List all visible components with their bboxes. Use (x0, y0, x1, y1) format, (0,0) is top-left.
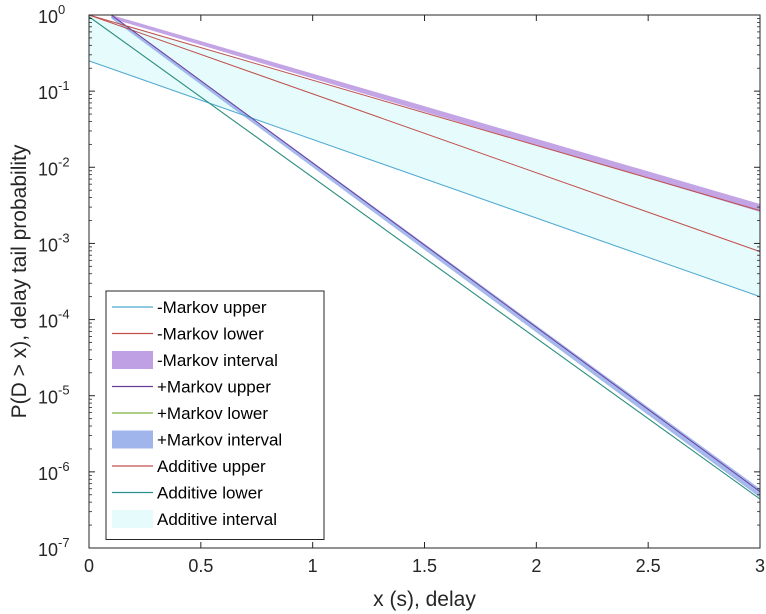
band-layer (89, 15, 760, 498)
x-tick-label: 1 (308, 556, 318, 576)
y-tick-exponent: -7 (58, 535, 70, 550)
y-tick-label: 10-7 (38, 535, 70, 560)
y-tick-base: 10 (38, 7, 58, 27)
legend-swatch-additive-interval (112, 510, 153, 528)
y-tick-label: 10-1 (38, 78, 70, 103)
y-tick-base: 10 (38, 464, 58, 484)
legend-swatch-minus-markov-interval (112, 351, 153, 369)
x-tick-label: 0 (84, 556, 94, 576)
y-tick-base: 10 (38, 312, 58, 332)
y-tick-base: 10 (38, 540, 58, 560)
y-tick-base: 10 (38, 159, 58, 179)
x-tick-labels: 0 0.5 1 1.5 2 2.5 3 (84, 556, 765, 576)
x-axis-label: x (s), delay (373, 588, 476, 611)
x-tick-label: 2.5 (636, 556, 661, 576)
y-tick-exponent: -6 (58, 459, 70, 474)
y-tick-base: 10 (38, 388, 58, 408)
y-tick-exponent: -3 (58, 230, 70, 245)
line-layer (88, 14, 761, 500)
y-tick-label: 10-4 (38, 307, 70, 332)
y-tick-exponent: -2 (58, 154, 70, 169)
legend-label-plus-markov-lower: +Markov lower (157, 404, 268, 423)
y-tick-exponent: 0 (58, 2, 65, 17)
legend-label-minus-markov-lower: -Markov lower (157, 325, 264, 344)
legend: -Markov upper -Markov lower -Markov interv… (105, 290, 325, 540)
legend-swatch-plus-markov-interval (112, 430, 153, 449)
legend-label-additive-lower: Additive lower (157, 484, 263, 503)
legend-label-minus-markov-upper: -Markov upper (157, 298, 267, 317)
legend-box (105, 290, 325, 540)
additive-upper-line (88, 14, 761, 212)
legend-label-plus-markov-upper: +Markov upper (157, 378, 271, 397)
y-tick-exponent: -4 (58, 307, 70, 322)
y-tick-label: 10-2 (38, 154, 70, 179)
legend-label-minus-markov-interval: -Markov interval (157, 351, 278, 370)
x-tick-label: 0.5 (188, 556, 213, 576)
x-tick-label: 1.5 (412, 556, 437, 576)
y-axis-label: P(D > x), delay tail probability (8, 144, 31, 418)
y-tick-exponent: -5 (58, 383, 70, 398)
minus-markov-interval-band (111, 15, 760, 212)
minus-markov-lower-line (88, 14, 761, 253)
y-tick-base: 10 (38, 83, 58, 103)
y-tick-label: 100 (38, 2, 65, 27)
y-tick-base: 10 (38, 235, 58, 255)
additive-interval-band (89, 15, 760, 297)
legend-label-additive-upper: Additive upper (157, 457, 266, 476)
additive-lower-line (88, 16, 761, 500)
y-tick-label: 10-6 (38, 459, 70, 484)
minus-markov-upper-line (88, 60, 761, 298)
x-tick-label: 2 (531, 556, 541, 576)
tick-layer (88, 14, 761, 549)
y-tick-label: 10-3 (38, 230, 70, 255)
y-tick-label: 10-5 (38, 383, 70, 408)
legend-label-plus-markov-interval: +Markov interval (157, 431, 282, 450)
y-tick-exponent: -1 (58, 78, 70, 93)
plus-markov-upper-line (111, 14, 761, 493)
plus-markov-interval-band (111, 15, 760, 498)
legend-label-additive-interval: Additive interval (157, 510, 277, 529)
x-tick-label: 3 (755, 556, 765, 576)
